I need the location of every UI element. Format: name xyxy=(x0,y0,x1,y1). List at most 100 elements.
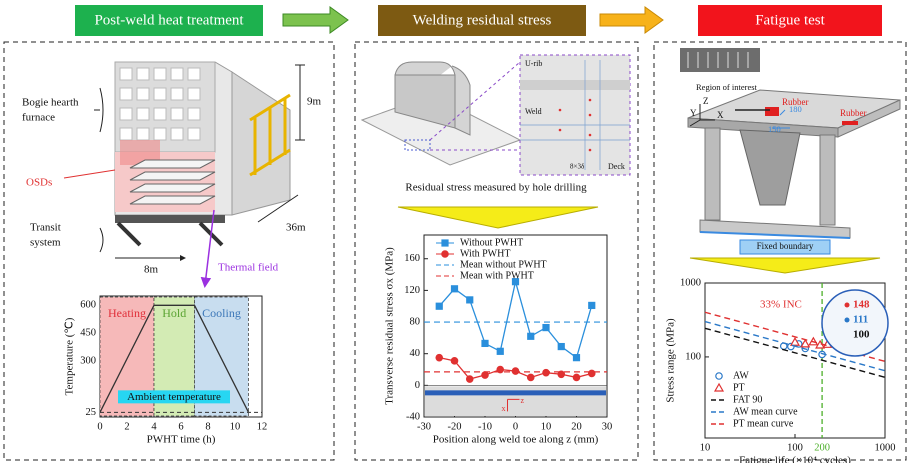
y-tick-label: 1000 xyxy=(680,277,701,288)
step-title: Welding residual stress xyxy=(413,12,552,28)
axis-letter: X xyxy=(717,110,724,120)
coord-label: z xyxy=(521,396,525,405)
label: Transit xyxy=(30,222,61,234)
x-axis-label: PWHT time (h) xyxy=(147,434,216,446)
marker xyxy=(589,302,595,308)
label: Rubber xyxy=(840,108,867,118)
axis-letter: Z xyxy=(703,96,709,106)
dimension: 150 xyxy=(768,124,781,134)
label: Fixed boundary xyxy=(757,241,814,251)
marker xyxy=(497,348,503,354)
label: Thermal field xyxy=(218,262,279,274)
label: Region of interest xyxy=(696,82,758,92)
data-line xyxy=(439,282,592,358)
marker xyxy=(715,384,723,391)
x-tick-label: 1000 xyxy=(875,442,896,453)
y-tick-label: 160 xyxy=(404,253,420,264)
y-tick-label: 40 xyxy=(410,348,421,359)
coord-label: x xyxy=(502,404,506,413)
step-title: Post-weld heat treatment xyxy=(94,12,244,28)
x-axis-label: Fatigue life (×10⁴ cycles) xyxy=(739,455,851,463)
marker xyxy=(451,358,457,364)
dimension: 9m xyxy=(307,96,322,108)
marker xyxy=(558,371,564,377)
marker xyxy=(436,354,442,360)
marker xyxy=(442,240,448,246)
y-axis-label: Temperature (℃) xyxy=(64,317,76,395)
marker xyxy=(574,355,580,361)
x-axis-label: Position along weld toe along z (mm) xyxy=(433,434,599,446)
arrow xyxy=(398,207,598,228)
legend-label: With PWHT xyxy=(460,248,510,259)
y-tick-label: 0 xyxy=(415,380,420,391)
marker xyxy=(716,373,722,379)
x-tick-label: 10 xyxy=(700,442,711,453)
callout-dot xyxy=(845,303,850,308)
label: Bogie hearth xyxy=(22,97,79,109)
legend-label: Mean without PWHT xyxy=(460,259,547,270)
callout-label: 100 xyxy=(853,329,870,341)
x-tick-label: 0 xyxy=(97,421,102,432)
x-tick-label: 6 xyxy=(178,421,183,432)
marker xyxy=(482,340,488,346)
marker xyxy=(467,376,473,382)
caption: Residual stress measured by hole drillin… xyxy=(405,182,587,194)
marker xyxy=(543,369,549,375)
arrow xyxy=(600,7,663,33)
model-illustration xyxy=(680,48,900,254)
arrow xyxy=(690,258,880,273)
label: furnace xyxy=(22,112,55,124)
region-label: Heating xyxy=(108,306,146,320)
figure: Post-weld heat treatment Welding residua… xyxy=(0,0,909,463)
label: OSDs xyxy=(26,177,52,189)
y-tick-label: 25 xyxy=(86,407,97,418)
y-tick-label: -40 xyxy=(406,411,420,422)
x-tick-label: 100 xyxy=(787,442,803,453)
callout-label: 111 xyxy=(853,314,868,326)
x-tick-label: 12 xyxy=(257,421,268,432)
step-title: Fatigue test xyxy=(755,12,825,28)
x-tick-label: 20 xyxy=(571,421,582,432)
x-tick-label: -20 xyxy=(448,421,462,432)
x-tick-label: 0 xyxy=(513,421,518,432)
marker xyxy=(467,297,473,303)
reference-label: 200 xyxy=(814,442,830,453)
x-tick-label: 10 xyxy=(541,421,552,432)
marker xyxy=(573,374,579,380)
label: Deck xyxy=(608,162,625,171)
region-label: Cooling xyxy=(202,306,241,320)
y-axis-label: Stress range (MPa) xyxy=(665,318,677,403)
marker xyxy=(543,325,549,331)
marker xyxy=(482,372,488,378)
x-tick-label: 8 xyxy=(205,421,210,432)
callout-dot xyxy=(845,318,850,323)
marker xyxy=(436,303,442,309)
x-tick-label: 30 xyxy=(602,421,613,432)
label: 8×3δ xyxy=(570,163,585,171)
axis-letter: Y xyxy=(690,108,697,118)
reference-label: Ambient temperature xyxy=(127,391,221,403)
legend-label: AW xyxy=(733,370,749,381)
y-tick-label: 80 xyxy=(410,316,421,327)
x-tick-label: 2 xyxy=(124,421,129,432)
y-tick-label: 600 xyxy=(80,300,96,311)
dimension: 180 xyxy=(789,104,802,114)
y-tick-label: 100 xyxy=(685,351,701,362)
legend-label: PT mean curve xyxy=(733,418,794,429)
x-tick-label: 10 xyxy=(230,421,241,432)
x-tick-label: -30 xyxy=(417,421,431,432)
legend-label: Without PWHT xyxy=(460,237,523,248)
legend-label: PT xyxy=(733,382,745,393)
marker xyxy=(528,333,534,339)
marker xyxy=(497,366,503,372)
legend-label: AW mean curve xyxy=(733,406,798,417)
marker xyxy=(442,251,448,257)
furnace-illustration xyxy=(64,62,305,285)
label: system xyxy=(30,237,61,249)
annotation: 33% INC xyxy=(760,299,802,311)
x-tick-label: 4 xyxy=(151,421,157,432)
legend-label: Mean with PWHT xyxy=(460,270,534,281)
callout-label: 148 xyxy=(853,299,870,311)
marker xyxy=(452,286,458,292)
drilling-illustration xyxy=(362,55,630,175)
